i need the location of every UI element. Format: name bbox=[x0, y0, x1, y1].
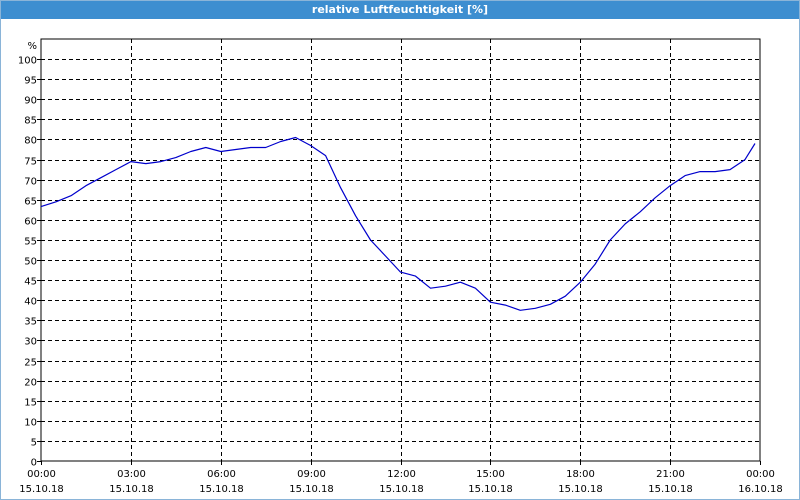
x-tick-date-label: 15.10.18 bbox=[379, 484, 424, 495]
humidity-chart: 0 5 10 15 20 25 30 35 40 45 50 55 60 65 70 75 80 85 90 95 10… bbox=[18, 38, 783, 495]
x-tick-time-label: 03:00 bbox=[117, 469, 146, 480]
y-tick-label: 90 bbox=[24, 96, 37, 107]
x-tick-time-label: 18:00 bbox=[566, 469, 595, 480]
y-tick-label: 85 bbox=[24, 116, 37, 127]
y-tick-label: 30 bbox=[24, 337, 37, 348]
y-tick-label: 25 bbox=[24, 358, 37, 369]
x-tick-time-label: 00:00 bbox=[27, 469, 56, 480]
y-tick-label: 5 bbox=[31, 438, 37, 449]
x-tick-time-label: 12:00 bbox=[387, 469, 416, 480]
x-tick-date-label: 15.10.18 bbox=[199, 484, 244, 495]
window-title: relative Luftfeuchtigkeit [%] bbox=[1, 1, 799, 19]
x-tick-date-label: 15.10.18 bbox=[648, 484, 693, 495]
y-axis-label: % bbox=[27, 41, 37, 52]
y-tick-label: 100 bbox=[18, 56, 37, 67]
y-tick-label: 20 bbox=[24, 378, 37, 389]
y-tick-label: 80 bbox=[24, 136, 37, 147]
x-tick-date-label: 15.10.18 bbox=[558, 484, 603, 495]
x-tick-date-label: 15.10.18 bbox=[19, 484, 64, 495]
y-tick-label: 0 bbox=[31, 458, 37, 469]
x-tick-time-label: 15:00 bbox=[476, 469, 505, 480]
y-tick-label: 35 bbox=[24, 317, 37, 328]
x-tick-time-label: 06:00 bbox=[207, 469, 236, 480]
y-tick-label: 95 bbox=[24, 76, 37, 87]
y-tick-label: 55 bbox=[24, 237, 37, 248]
y-tick-label: 10 bbox=[24, 418, 37, 429]
humidity-series-line bbox=[40, 136, 756, 311]
x-tick-date-label: 15.10.18 bbox=[109, 484, 154, 495]
x-tick-date-label: 15.10.18 bbox=[289, 484, 334, 495]
y-tick-label: 70 bbox=[24, 177, 37, 188]
y-tick-label: 15 bbox=[24, 398, 37, 409]
y-tick-label: 60 bbox=[24, 217, 37, 228]
y-tick-label: 75 bbox=[24, 157, 37, 168]
x-tick-date-label: 15.10.18 bbox=[468, 484, 513, 495]
y-tick-label: 65 bbox=[24, 197, 37, 208]
y-tick-label: 45 bbox=[24, 277, 37, 288]
x-tick-time-label: 09:00 bbox=[297, 469, 326, 480]
x-tick-date-label: 16.10.18 bbox=[738, 484, 783, 495]
plot-frame bbox=[40, 38, 761, 462]
y-tick-label: 50 bbox=[24, 257, 37, 268]
x-tick-time-label: 00:00 bbox=[746, 469, 775, 480]
y-tick-label: 40 bbox=[24, 297, 37, 308]
x-tick-time-label: 21:00 bbox=[656, 469, 685, 480]
